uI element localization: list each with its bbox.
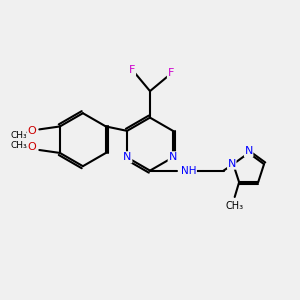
Text: CH₃: CH₃ [11,131,27,140]
Text: O: O [28,142,36,152]
Text: CH₃: CH₃ [226,201,244,212]
Text: F: F [129,65,136,76]
Text: N: N [169,152,177,162]
Text: O: O [28,126,36,136]
Text: N: N [123,152,131,162]
Text: F: F [167,68,174,78]
Text: CH₃: CH₃ [11,141,27,150]
Text: NH: NH [181,166,197,176]
Text: N: N [244,146,253,157]
Text: N: N [228,159,236,169]
